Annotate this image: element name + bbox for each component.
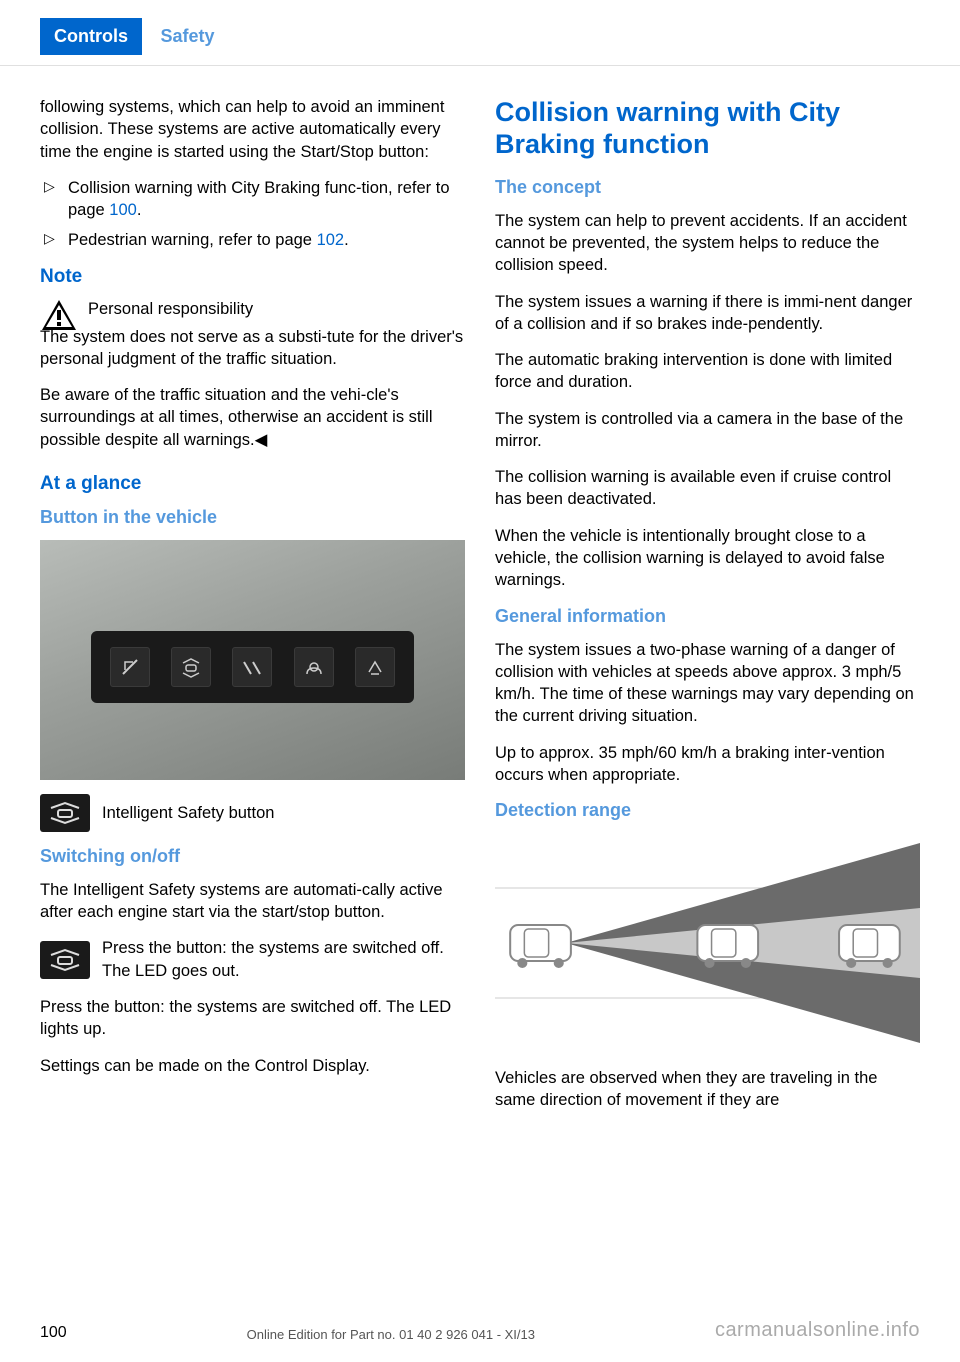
intelligent-safety-icon-row: Intelligent Safety button — [40, 794, 465, 832]
switching-body-1: The Intelligent Safety systems are autom… — [40, 879, 465, 924]
warning-title: Personal responsibility — [88, 298, 253, 320]
watermark-text: carmanualsonline.info — [715, 1319, 920, 1342]
switching-body-2: Press the button: the systems are switch… — [40, 996, 465, 1041]
concept-p2: The system issues a warning if there is … — [495, 291, 920, 336]
general-info-heading: General information — [495, 606, 920, 627]
concept-p4: The system is controlled via a camera in… — [495, 408, 920, 453]
collision-warning-heading: Collision warning with City Braking func… — [495, 96, 920, 161]
page-content: following systems, which can help to avo… — [0, 66, 960, 1146]
intelligent-safety-icon — [40, 941, 90, 979]
header-tab-controls: Controls — [40, 18, 142, 55]
dash-btn-5 — [355, 647, 395, 687]
list-item: Pedestrian warning, refer to page 102. — [40, 229, 465, 251]
warning-body: The system does not serve as a substi‐tu… — [40, 326, 465, 371]
left-column: following systems, which can help to avo… — [40, 96, 465, 1126]
list-item: Collision warning with City Braking func… — [40, 177, 465, 222]
press-button-text: Press the button: the systems are switch… — [102, 937, 465, 982]
note-heading: Note — [40, 266, 465, 288]
header-tab-safety: Safety — [146, 18, 228, 55]
detection-p1: Vehicles are observed when they are trav… — [495, 1067, 920, 1112]
intro-paragraph: following systems, which can help to avo… — [40, 96, 465, 163]
general-p2: Up to approx. 35 mph/60 km/h a braking i… — [495, 742, 920, 787]
switching-heading: Switching on/off — [40, 846, 465, 867]
page-link[interactable]: 100 — [109, 201, 137, 219]
page-footer: 100 Online Edition for Part no. 01 40 2 … — [40, 1319, 920, 1342]
page-number: 100 — [40, 1324, 67, 1342]
list-text: Pedestrian warning, refer to page — [68, 231, 317, 249]
concept-p1: The system can help to prevent accidents… — [495, 210, 920, 277]
dash-btn-2 — [171, 647, 211, 687]
list-suffix: . — [344, 231, 349, 249]
dashboard-button-strip — [91, 631, 414, 703]
at-a-glance-heading: At a glance — [40, 473, 465, 495]
warning-body-2: Be aware of the traffic situation and th… — [40, 384, 465, 451]
dash-btn-3 — [232, 647, 272, 687]
right-column: Collision warning with City Braking func… — [495, 96, 920, 1126]
concept-p3: The automatic braking intervention is do… — [495, 349, 920, 394]
detection-range-heading: Detection range — [495, 800, 920, 821]
concept-p5: The collision warning is available even … — [495, 466, 920, 511]
concept-heading: The concept — [495, 177, 920, 198]
footer-center-text: Online Edition for Part no. 01 40 2 926 … — [67, 1327, 715, 1342]
list-suffix: . — [137, 201, 142, 219]
dash-btn-1 — [110, 647, 150, 687]
concept-p6: When the vehicle is intentionally brough… — [495, 525, 920, 592]
dash-btn-4 — [294, 647, 334, 687]
vehicle-button-photo — [40, 540, 465, 780]
intelligent-safety-label: Intelligent Safety button — [102, 802, 274, 824]
press-button-row: Press the button: the systems are switch… — [40, 937, 465, 982]
bullet-list: Collision warning with City Braking func… — [40, 177, 465, 252]
button-in-vehicle-heading: Button in the vehicle — [40, 507, 465, 528]
page-link[interactable]: 102 — [317, 231, 345, 249]
page-header: Controls Safety — [0, 0, 960, 66]
intelligent-safety-icon — [40, 794, 90, 832]
detection-range-diagram — [495, 833, 920, 1053]
general-p1: The system issues a two-phase warning of… — [495, 639, 920, 728]
switching-body-3: Settings can be made on the Control Disp… — [40, 1055, 465, 1077]
